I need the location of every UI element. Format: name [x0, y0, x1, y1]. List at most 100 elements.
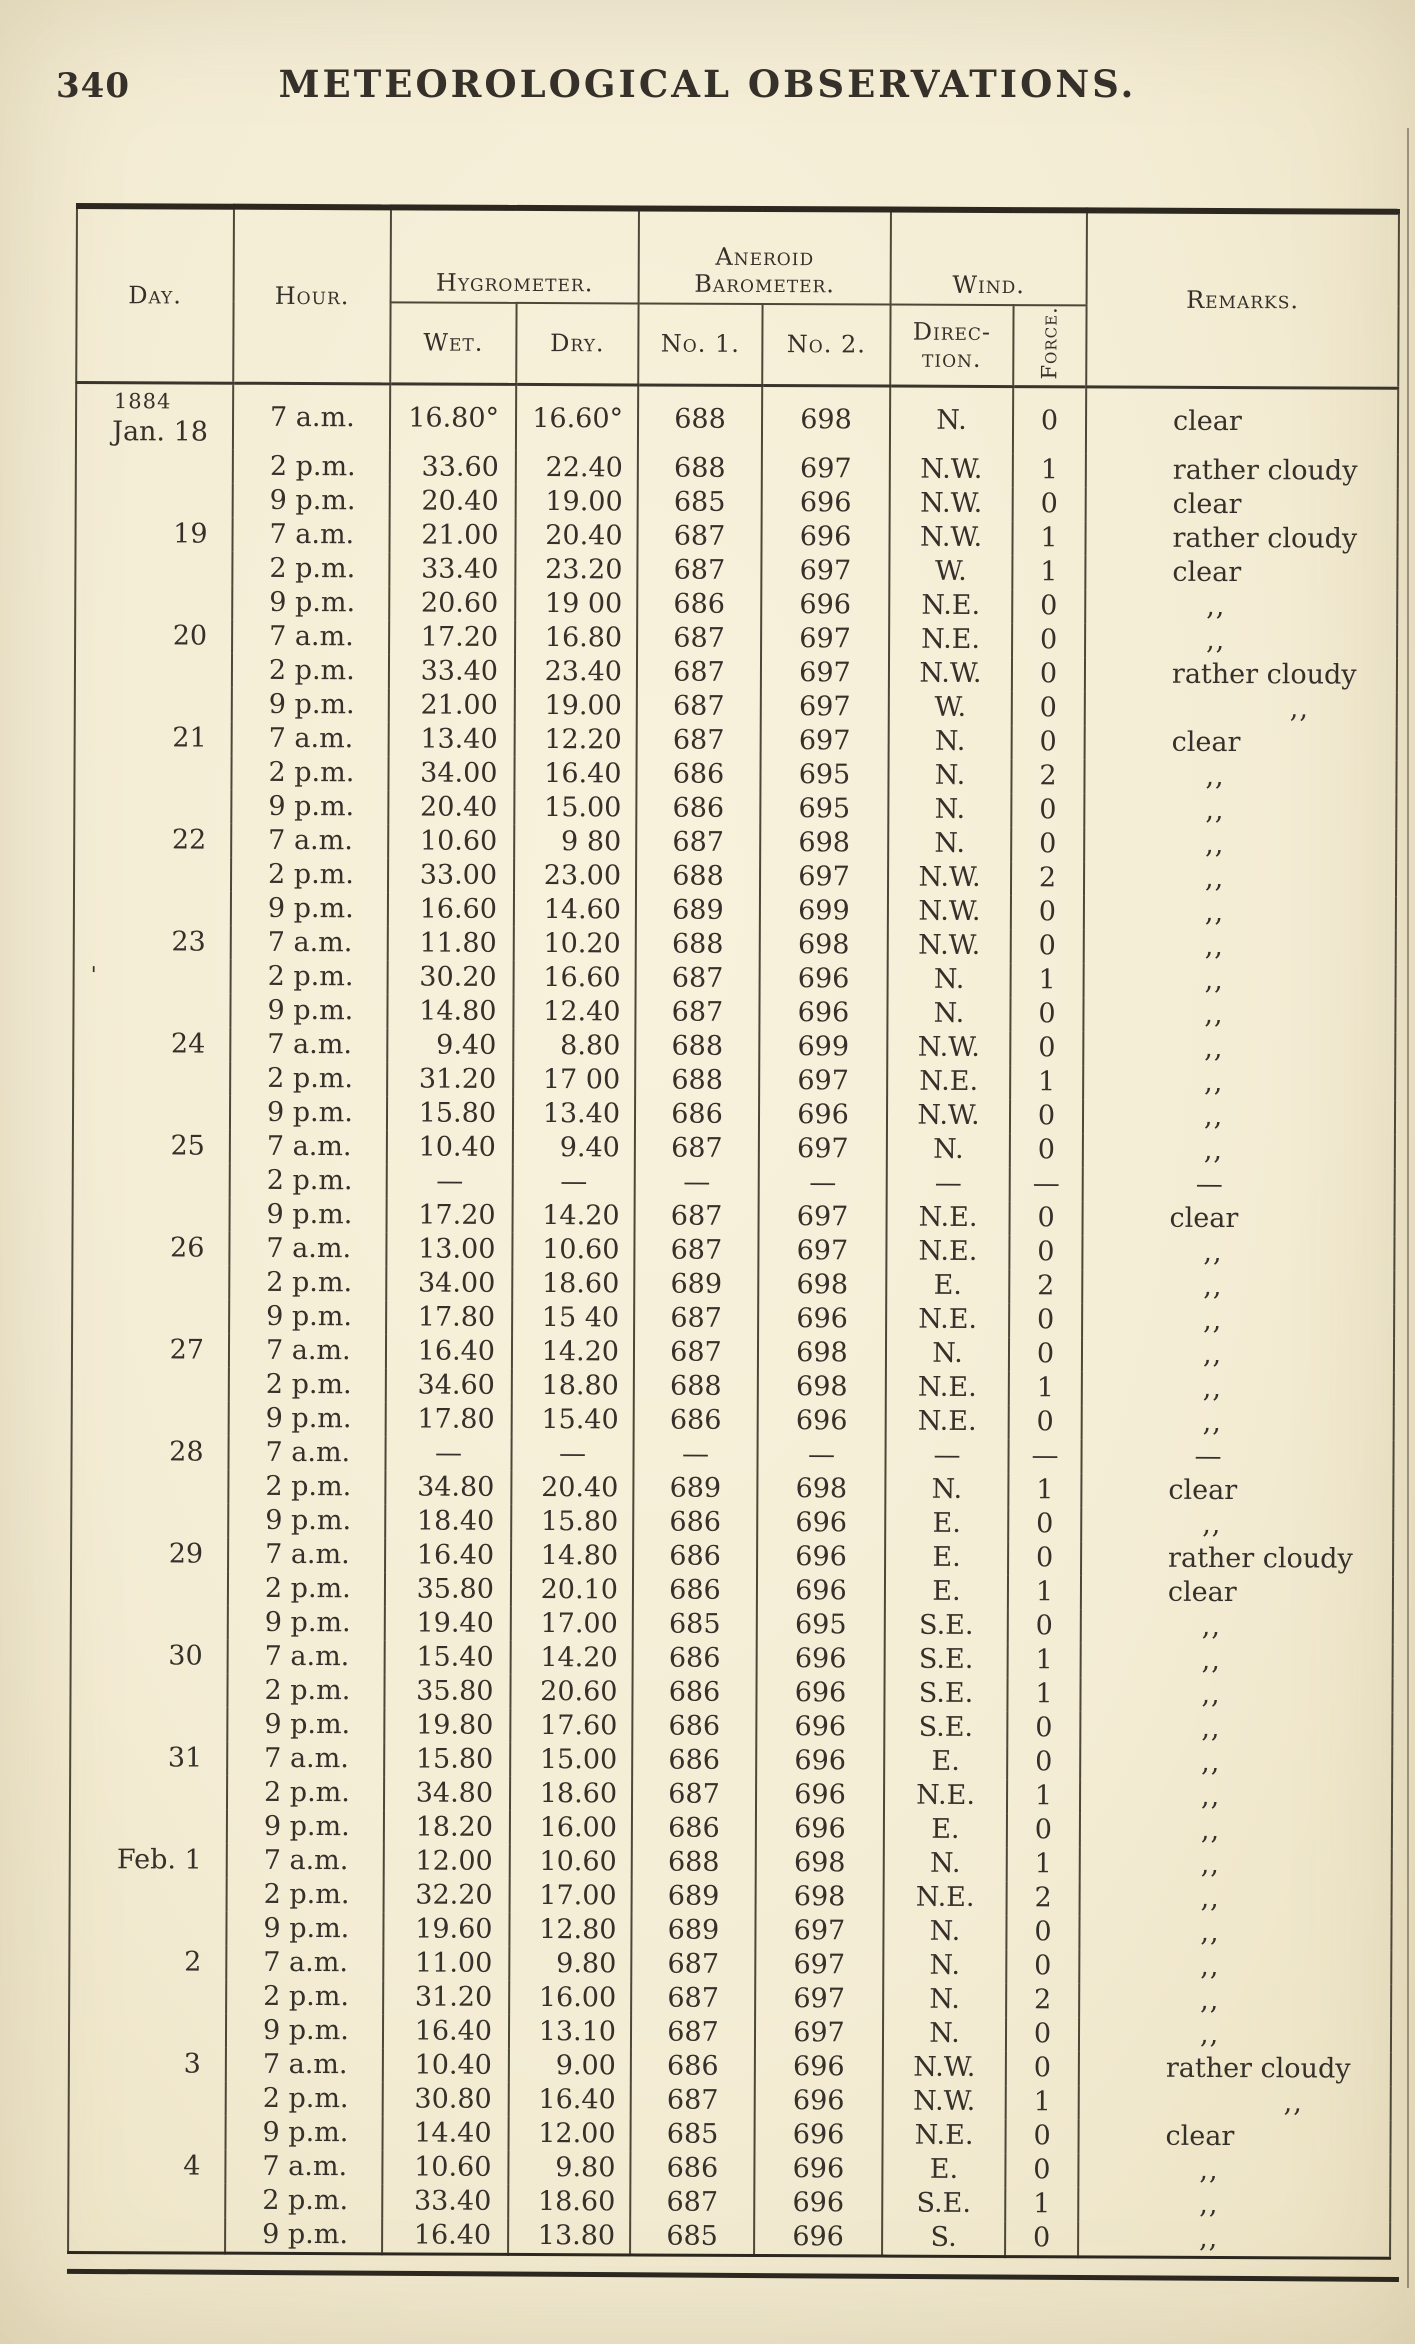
cell-day: 21 — [172, 722, 207, 754]
cell-dry: — — [511, 1437, 634, 1472]
cell-dry: 16.00 — [509, 1981, 632, 2016]
cell-no2: 697 — [759, 860, 889, 895]
cell-direction: N.E. — [886, 1234, 1010, 1270]
cell-no2: 697 — [754, 2016, 884, 2051]
cell-dry: 18.60 — [509, 1777, 633, 1812]
cell-no1: 685 — [632, 1607, 757, 1643]
cell-force: — — [1008, 1439, 1082, 1474]
cell-wet: 16.40 — [382, 2218, 509, 2255]
cell-remark: ,, — [1079, 1847, 1392, 1883]
cell-wet: 35.80 — [384, 1674, 511, 1710]
col-header-day: Day. — [76, 206, 234, 384]
cell-no1: 685 — [637, 485, 762, 521]
cell-wet: 19.40 — [384, 1606, 511, 1642]
cell-day — [69, 1979, 226, 2014]
cell-direction: N.E. — [889, 588, 1013, 624]
cell-no1: 686 — [632, 1743, 757, 1779]
cell-no1: 687 — [630, 2015, 756, 2051]
cell-wet: 34.00 — [386, 1266, 513, 1302]
cell-remark: clear — [1085, 487, 1398, 523]
cell-dry: 13.80 — [508, 2219, 631, 2256]
cell-hour: 2 p.m. — [231, 755, 389, 791]
cell-dry: 18.60 — [508, 2185, 631, 2220]
cell-no1: 689 — [634, 1267, 759, 1303]
cell-wet: 16.60 — [387, 892, 514, 928]
table-row: 2 p.m. 34.80 20.40 689 698 N. 1 clear — [71, 1469, 1394, 1509]
cell-force: 0 — [1011, 793, 1085, 828]
cell-force: 0 — [1008, 1405, 1082, 1440]
cell-no1: 686 — [633, 1539, 758, 1575]
cell-no2: 697 — [758, 1132, 887, 1167]
table-row: Feb. 1 7 a.m. 12.00 10.60 688 698 N. 1,, — [70, 1843, 1392, 1883]
cell-wet: 11.80 — [387, 926, 514, 962]
cell-hour: 9 p.m. — [226, 1809, 384, 1845]
table-row: 9 p.m. 19.80 17.60 686 696 S.E. 0,, — [70, 1707, 1393, 1747]
cell-remark: ,, — [1083, 1031, 1396, 1067]
cell-day — [71, 1605, 228, 1640]
table-row: 2 p.m. 31.20 17 00 688 697 N.E. 1,, — [73, 1061, 1396, 1101]
cell-dry: 16.40 — [514, 757, 637, 792]
cell-wet: 10.60 — [388, 824, 515, 860]
table-row: 2 p.m. 35.80 20.60 686 696 S.E. 1,, — [70, 1673, 1393, 1713]
cell-remark: ,, — [1080, 1677, 1393, 1713]
cell-no1: 686 — [634, 1097, 760, 1133]
cell-force: 2 — [1011, 759, 1085, 794]
cell-no1: 686 — [633, 1403, 758, 1439]
cell-direction: N.W. — [882, 2084, 1006, 2120]
cell-day — [73, 1197, 230, 1232]
cell-no2: 696 — [757, 1506, 886, 1541]
cell-dry: 9.40 — [512, 1131, 635, 1166]
year-label: 1884 — [113, 389, 172, 414]
cell-direction: — — [886, 1166, 1010, 1202]
cell-wet: 9.40 — [387, 1028, 514, 1064]
cell-day: Feb. 1 — [116, 1844, 202, 1876]
cell-dry: 14.20 — [510, 1641, 633, 1676]
cell-no1: 687 — [636, 825, 761, 861]
cell-remark: ,, — [1079, 1779, 1393, 1815]
cell-hour: 2 p.m. — [229, 1265, 387, 1301]
cell-day — [68, 2183, 225, 2218]
cell-no1: 686 — [631, 1811, 756, 1847]
cell-wet: 34.80 — [383, 1776, 511, 1812]
col-header-no1: No. 1. — [638, 303, 763, 386]
cell-no1: 685 — [630, 2219, 755, 2256]
cell-direction: N.E. — [886, 1200, 1010, 1236]
cell-remark: ,, — [1084, 691, 1397, 727]
cell-no2: 697 — [761, 554, 890, 589]
cell-force: 0 — [1005, 2051, 1079, 2086]
cell-direction: N. — [886, 1132, 1010, 1168]
cell-dry: 16.60° — [515, 384, 639, 452]
cell-no2: 696 — [759, 962, 888, 997]
cell-wet: 17.20 — [386, 1198, 513, 1234]
cell-day — [75, 585, 232, 620]
cell-day: 30 — [168, 1640, 203, 1672]
cell-force: 1 — [1006, 1779, 1081, 1814]
cell-no2: 695 — [760, 758, 889, 793]
table-row: 9 p.m. 16.40 13.10 687 697 N. 0,, — [69, 2013, 1392, 2053]
table-row: 2 p.m. 34.00 16.40 686 695 N. 2,, — [74, 755, 1397, 795]
cell-direction: S.E. — [884, 1710, 1008, 1746]
page-edge-line — [1407, 128, 1409, 2288]
cell-no1: 689 — [631, 1879, 756, 1915]
cell-dry: 17.00 — [510, 1607, 633, 1642]
cell-dry: 19.00 — [515, 485, 638, 520]
cell-wet: 16.40 — [382, 2014, 510, 2050]
cell-no1: 687 — [636, 655, 762, 691]
cell-day — [70, 1775, 227, 1810]
cell-wet: 18.20 — [383, 1810, 510, 1846]
cell-wet: 20.40 — [388, 790, 515, 826]
cell-day — [68, 2217, 225, 2253]
cell-day — [73, 1095, 230, 1130]
cell-direction: S.E. — [882, 2186, 1006, 2222]
cell-remark: rather cloudy — [1078, 2051, 1391, 2087]
table-row: 2 p.m. 34.00 18.60 689 698 E. 2,, — [72, 1265, 1395, 1305]
cell-remark: ,, — [1078, 2153, 1391, 2189]
cell-dry: 17.00 — [509, 1879, 632, 1914]
table-row: 24 7 a.m. 9.40 8.80 688 699 N.W. 0,, — [73, 1027, 1396, 1067]
cell-dry: 10.20 — [513, 927, 636, 962]
table-row: 25 7 a.m. 10.40 9.40 687 697 N. 0,, — [73, 1129, 1395, 1169]
cell-day — [75, 687, 232, 722]
cell-direction: N. — [883, 1948, 1007, 1984]
cell-hour: 2 p.m. — [228, 1469, 386, 1505]
cell-direction: W. — [888, 690, 1012, 726]
